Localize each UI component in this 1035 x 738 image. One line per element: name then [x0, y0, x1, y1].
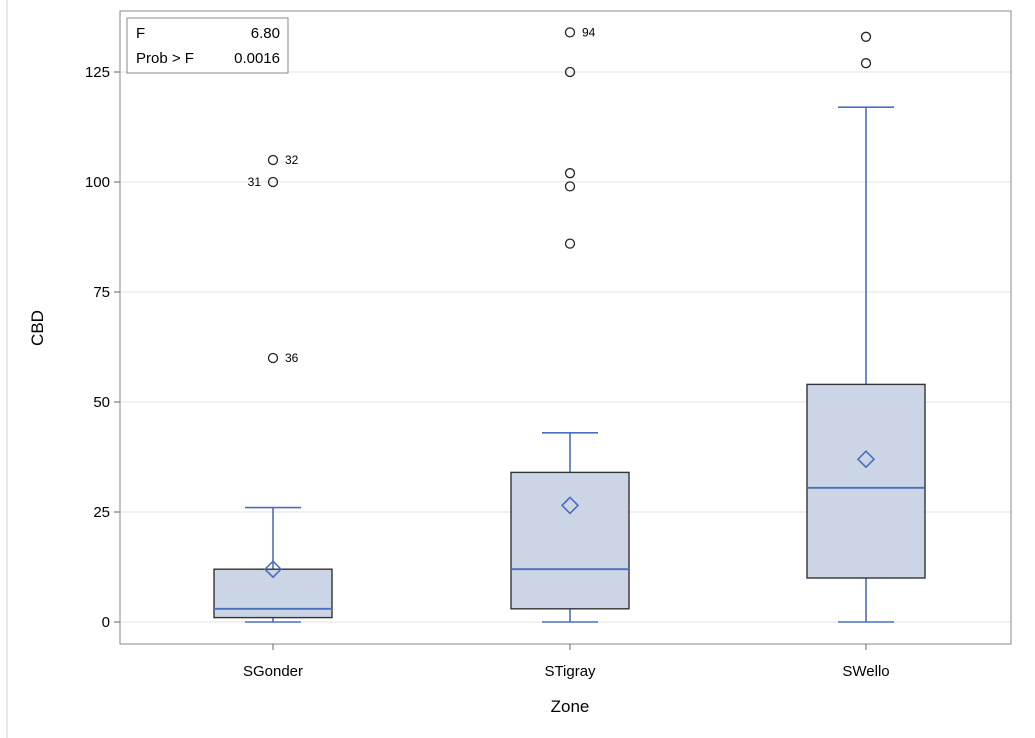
box-sgonder: 32 31 36 [213, 153, 333, 623]
y-tick-label: 100 [85, 174, 110, 191]
outlier-label: 36 [285, 351, 299, 365]
y-axis-title: CBD [28, 310, 47, 346]
x-axis-title: Zone [551, 697, 590, 716]
outlier-point [267, 154, 279, 166]
y-axis-ticks: 0 25 50 75 100 125 [85, 64, 120, 631]
p-label: Prob > F [136, 50, 194, 67]
outlier-point [267, 352, 279, 364]
y-tick-label: 75 [93, 284, 110, 301]
outlier-label: 31 [248, 175, 262, 189]
y-tick-label: 125 [85, 64, 110, 81]
outlier-point [564, 168, 576, 179]
boxes: 32 31 36 94 [213, 25, 926, 623]
mean-marker [856, 450, 876, 469]
outlier-point [860, 58, 872, 69]
p-value: 0.0016 [234, 50, 280, 67]
outlier-point [267, 176, 279, 188]
x-tick-label: SWello [842, 663, 889, 680]
x-tick-label: SGonder [243, 663, 303, 680]
outlier-point [564, 27, 576, 38]
box-stigray: 94 [510, 25, 630, 623]
f-label: F [136, 25, 145, 42]
y-tick-label: 25 [93, 504, 110, 521]
outlier-label: 32 [285, 153, 299, 167]
outlier-point [860, 31, 872, 42]
box-swello [806, 31, 926, 623]
stats-inset: F 6.80 Prob > F 0.0016 [126, 17, 289, 74]
interquartile-box [806, 383, 926, 579]
mean-marker [263, 560, 283, 579]
mean-marker [560, 496, 580, 515]
y-tick-label: 0 [102, 614, 110, 631]
interquartile-box [510, 471, 630, 610]
stats-inset-frame [126, 17, 289, 74]
outlier-label: 94 [582, 25, 596, 39]
outlier-point [564, 238, 576, 249]
plot-area-frame [119, 10, 1012, 645]
x-tick-label: STigray [544, 663, 596, 680]
y-tick-label: 50 [93, 394, 110, 411]
outlier-point [564, 181, 576, 192]
outlier-point [564, 66, 576, 78]
x-axis-ticks: SGonder STigray SWello [243, 644, 890, 680]
f-value: 6.80 [251, 25, 280, 42]
